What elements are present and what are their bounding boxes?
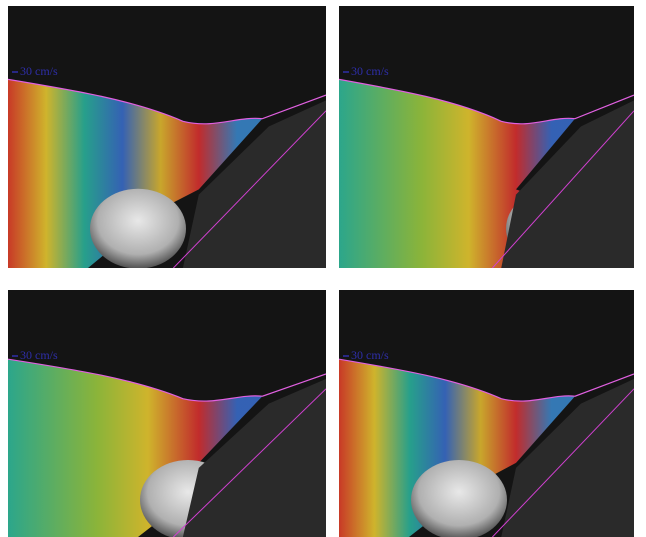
panel-content: 30 cm/s bbox=[8, 6, 326, 269]
panel: 30 cm/s bbox=[8, 6, 326, 269]
panel-content: 30 cm/s bbox=[8, 290, 326, 537]
scale-label: 30 cm/s bbox=[351, 64, 389, 78]
panel-content: 30 cm/s bbox=[339, 290, 634, 537]
panel: 30 cm/s bbox=[339, 6, 634, 269]
scale-label: 30 cm/s bbox=[20, 64, 58, 78]
panel-content: 30 cm/s bbox=[339, 6, 634, 269]
sediment-mound bbox=[411, 460, 507, 537]
sediment-mound bbox=[90, 189, 186, 269]
panel: 30 cm/s bbox=[8, 290, 326, 537]
panel: 30 cm/s bbox=[339, 290, 634, 537]
scale-label: 30 cm/s bbox=[20, 348, 58, 362]
scale-label: 30 cm/s bbox=[351, 348, 389, 362]
figure: 30 cm/s 30 cm/s 30 cm/s 30 cm/s bbox=[0, 0, 646, 537]
